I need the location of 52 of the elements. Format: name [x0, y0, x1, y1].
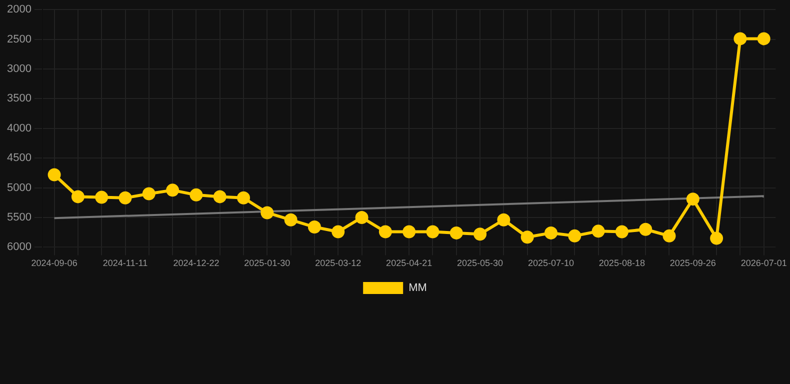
point [308, 220, 321, 234]
y-tick-label: 3000 [6, 63, 32, 76]
x-tick-label: 2025-04-21 [386, 258, 432, 268]
point [474, 228, 487, 241]
point [544, 226, 558, 240]
x-tick-label: 2024-12-22 [173, 258, 220, 268]
point [355, 211, 368, 224]
point [378, 225, 392, 238]
point [402, 225, 416, 238]
y-tick-label: 5500 [6, 212, 32, 224]
x-tick-label: 2025-07-10 [528, 258, 574, 268]
point [237, 191, 250, 204]
point [592, 224, 605, 238]
y-tick-label: 6000 [6, 241, 32, 254]
point [71, 190, 84, 204]
point [118, 191, 132, 204]
point [615, 225, 628, 238]
x-tick-label: 2024-11-11 [102, 258, 148, 268]
point [734, 32, 747, 46]
point [166, 184, 180, 197]
point [686, 192, 700, 206]
y-tick-label: 2500 [6, 33, 32, 46]
point [450, 226, 463, 240]
y-tick-label: 5000 [6, 182, 32, 194]
y-tick-label: 2000 [6, 4, 32, 16]
point [260, 206, 274, 220]
point [142, 187, 156, 200]
point [213, 190, 226, 204]
x-tick-label: 2025-08-18 [598, 258, 645, 268]
point [568, 229, 582, 242]
legend-label: MM [408, 282, 427, 294]
point [284, 213, 298, 226]
x-tick-label: 2025-09-26 [670, 258, 716, 268]
point [639, 222, 652, 236]
x-tick-label: 2026-07-01 [740, 258, 787, 268]
point [48, 168, 61, 182]
y-tick-label: 4000 [6, 122, 32, 134]
x-tick-label: 2024-09-06 [31, 258, 78, 268]
x-tick-label: 2025-05-30 [457, 258, 504, 268]
point [426, 225, 440, 238]
point [757, 32, 770, 46]
x-tick-label: 2025-03-12 [315, 258, 362, 268]
x-tick-label: 2025-01-30 [244, 258, 290, 268]
y-tick-label: 4500 [6, 152, 32, 164]
point [190, 188, 203, 202]
point [332, 225, 345, 238]
point [520, 230, 534, 244]
point [497, 213, 510, 226]
point [710, 232, 724, 245]
point [95, 190, 108, 204]
y-tick-label: 3500 [6, 92, 32, 105]
point [662, 229, 676, 242]
